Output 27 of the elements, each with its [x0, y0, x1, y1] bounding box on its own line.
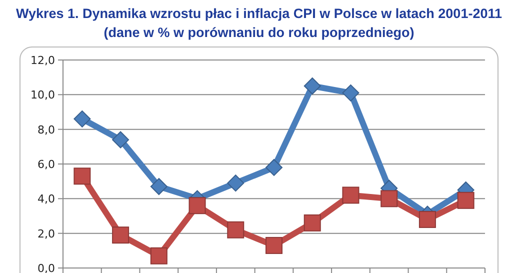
- point: [74, 110, 91, 128]
- point: [150, 178, 168, 196]
- point: [227, 221, 244, 238]
- point: [380, 190, 398, 208]
- y-tick-label: 0,0: [38, 262, 55, 273]
- y-tick-label: 10,0: [30, 88, 55, 102]
- chart-title: Wykres 1. Dynamika wzrostu płac i inflacja CPI w Polsce w latach 2001-2011: [16, 6, 502, 21]
- chart-subtitle: (dane w % w porównaniu do roku poprzedniego): [104, 25, 414, 40]
- point: [342, 84, 360, 102]
- point: [112, 226, 130, 244]
- y-tick-label: 8,0: [38, 123, 55, 136]
- point: [150, 247, 168, 264]
- point: [342, 186, 360, 204]
- point: [227, 174, 244, 192]
- point: [457, 192, 474, 209]
- y-tick-label: 2,0: [38, 227, 55, 240]
- y-tick-label: 6,0: [38, 158, 55, 171]
- point: [188, 197, 206, 214]
- point: [266, 158, 282, 176]
- y-tick-label: 12,0: [30, 54, 55, 67]
- point: [74, 168, 91, 185]
- point: [418, 210, 436, 228]
- point: [304, 214, 321, 232]
- point: [266, 236, 282, 254]
- y-tick-label: 4,0: [38, 192, 55, 206]
- point: [304, 78, 321, 94]
- point: [112, 131, 130, 148]
